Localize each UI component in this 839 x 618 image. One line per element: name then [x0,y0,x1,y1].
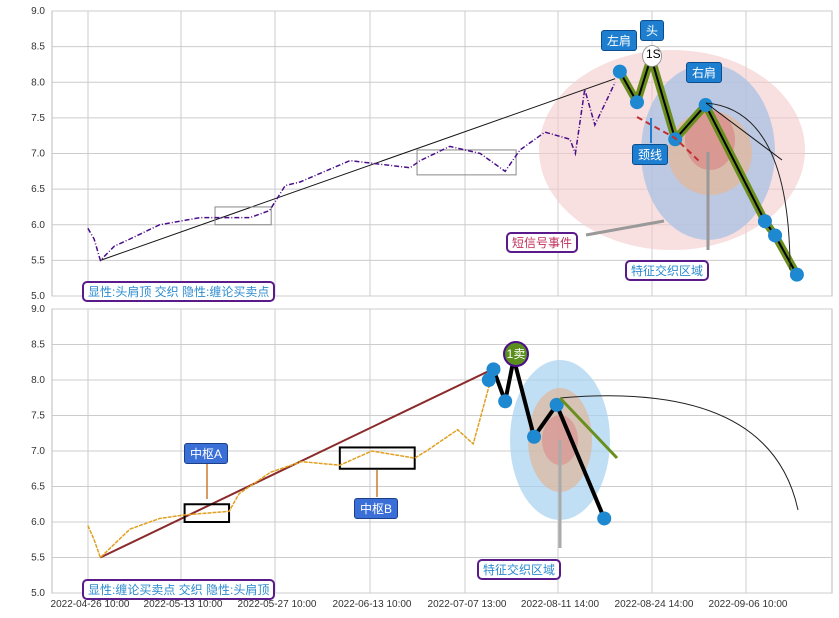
pattern-pivot [481,373,496,387]
pattern-pivot [597,511,612,526]
slope-line [558,396,619,460]
y-tick-label: 6.0 [31,517,45,528]
zhongshu-a-label: 中枢A [184,443,229,464]
pattern-pivot [698,98,713,113]
zone-label-top: 特征交织区域 [625,260,710,281]
neckline [636,116,701,163]
short-event-label: 短信号事件 [506,232,579,253]
x-tick-label: 2022-06-13 10:00 [332,599,412,610]
y-tick-label: 6.5 [31,184,45,195]
slope-line [705,102,783,161]
zone-ellipse [685,110,735,170]
pattern-pivot [757,214,772,229]
pattern-pivot [612,64,627,79]
y-tick-label: 7.5 [31,113,45,124]
y-tick-label: 7.0 [31,446,45,457]
x-tick-label: 2022-09-06 10:00 [708,599,788,610]
zhongshu-box [214,206,272,226]
y-tick-label: 5.0 [31,291,45,302]
trend-line [100,78,616,261]
price-line [87,365,501,559]
x-tick-label: 2022-05-13 10:00 [143,599,223,610]
x-tick-label: 2022-07-07 13:00 [427,599,507,610]
y-tick-label: 8.5 [31,340,45,351]
signal-1s-badge: 1S [642,45,662,67]
price-line [87,81,616,262]
left-shoulder-label: 左肩 [601,30,638,51]
pattern-pivot [527,429,542,444]
pattern-pivot [630,95,644,110]
x-tick-label: 2022-08-11 14:00 [520,599,600,610]
y-tick-label: 9.0 [31,304,45,315]
x-tick-label: 2022-04-26 10:00 [50,599,130,610]
y-tick-label: 8.0 [31,77,45,88]
zhongshu-box [183,503,231,523]
y-tick-label: 9.0 [31,6,45,17]
y-tick-label: 5.5 [31,255,45,266]
y-tick-label: 8.0 [31,375,45,386]
x-tick-label: 2022-05-27 10:00 [237,599,317,610]
x-tick-label: 2022-08-24 14:00 [614,599,694,610]
pattern-pivot [789,267,804,282]
pattern-pivot [768,228,783,243]
y-tick-label: 6.5 [31,482,45,493]
pattern-pivot [486,362,501,377]
sell-signal-badge: 1卖 [503,341,529,367]
projection-arc [705,102,791,271]
pattern-pivot [549,397,564,412]
y-tick-label: 6.0 [31,220,45,231]
legend-bottom: 显性:缠论买卖点 交织 隐性:头肩顶 [82,579,276,600]
pattern-pivot [498,394,513,409]
y-tick-label: 7.5 [31,411,45,422]
zhongshu-b-label: 中枢B [354,498,399,519]
y-tick-label: 5.0 [31,588,45,599]
y-tick-label: 5.5 [31,553,45,564]
legend-top: 显性:头肩顶 交织 隐性:缠论买卖点 [82,281,276,302]
zone-label-bottom: 特征交织区域 [477,559,562,580]
projection-arc [559,395,799,511]
neckline-label: 颈线 [632,144,669,165]
zhongshu-box [338,446,416,470]
y-tick-label: 8.5 [31,42,45,53]
event-arrow [585,219,665,237]
right-shoulder-label: 右肩 [686,62,723,83]
head-label: 头 [640,20,665,41]
y-tick-label: 7.0 [31,149,45,160]
